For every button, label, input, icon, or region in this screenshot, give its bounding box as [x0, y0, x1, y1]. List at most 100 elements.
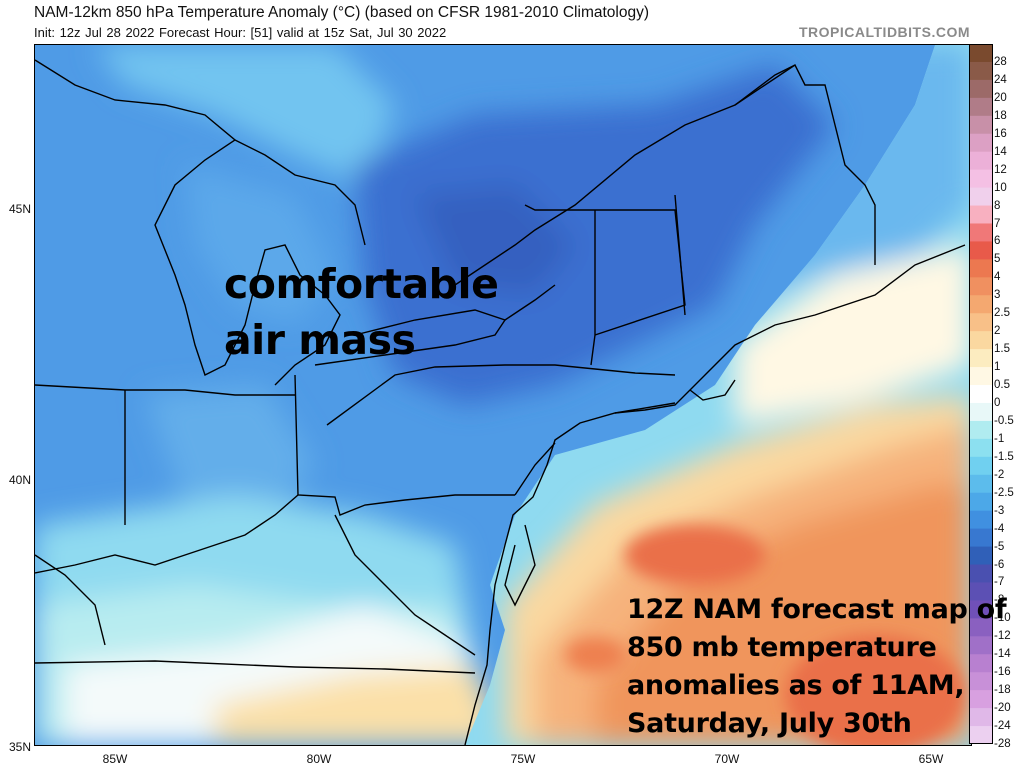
- colorbar-swatch: [969, 528, 993, 548]
- colorbar-tick-label: -14: [994, 648, 1011, 661]
- colorbar-swatch: [969, 672, 993, 691]
- colorbar-tick-label: 0: [994, 397, 1001, 409]
- colorbar-tick-label: 2.5: [994, 307, 1010, 320]
- colorbar-tick-label: -1: [994, 432, 1005, 445]
- colorbar-swatch: [969, 618, 993, 637]
- colorbar-border: [969, 44, 993, 744]
- colorbar-tick-label: 3: [994, 289, 1001, 302]
- colorbar-swatch: [969, 277, 993, 296]
- lat-label-45n: 45N: [8, 202, 31, 216]
- brand-watermark: TROPICALTIDBITS.COM: [798, 24, 970, 40]
- lon-label-80w: 80W: [306, 752, 332, 766]
- colorbar-swatch: [969, 97, 993, 117]
- colorbar-swatch: [969, 636, 993, 655]
- colorbar-swatch: [969, 726, 993, 744]
- colorbar-swatch: [969, 187, 993, 207]
- colorbar-swatch: [969, 205, 993, 224]
- colorbar-swatch: [969, 690, 993, 709]
- map-canvas: [35, 45, 971, 745]
- lon-label-75w: 75W: [510, 752, 536, 766]
- map-subtitle: Init: 12z Jul 28 2022 Forecast Hour: [51…: [34, 25, 447, 40]
- colorbar-tick-label: 4: [994, 271, 1001, 284]
- colorbar-tick-label: -10: [994, 612, 1011, 625]
- colorbar-swatch: [969, 582, 993, 601]
- annotation-air-mass-line: air mass: [224, 316, 416, 364]
- colorbar-tick-label: 2: [994, 325, 1001, 338]
- colorbar-tick-label: 0.5: [994, 379, 1010, 392]
- colorbar-swatch: [969, 331, 993, 350]
- colorbar-swatch: [969, 313, 993, 332]
- colorbar-swatch: [969, 385, 993, 404]
- colorbar-tick-label: 1.5: [994, 343, 1010, 356]
- colorbar-tick-label: -2: [994, 468, 1005, 481]
- colorbar-swatch: [969, 546, 993, 566]
- annotation-caption-line: 850 mb temperature: [627, 632, 937, 663]
- colorbar-tick-label: -20: [994, 702, 1011, 715]
- coastlines: [35, 59, 966, 745]
- annotation-air-mass-line: comfortable: [224, 260, 499, 308]
- annotation-caption: 12Z NAM forecast map of 850 mb temperatu…: [627, 591, 1007, 743]
- colorbar-swatch: [969, 564, 993, 583]
- annotation-caption-line: anomalies as of 11AM,: [627, 670, 965, 701]
- colorbar-tick-label: -16: [994, 666, 1011, 679]
- colorbar-tick-label: 6: [994, 235, 1001, 248]
- colorbar-swatches: [969, 44, 993, 744]
- colorbar-swatch: [969, 151, 993, 171]
- colorbar-swatch: [969, 420, 993, 440]
- colorbar-swatch: [969, 169, 993, 189]
- colorbar-swatch: [969, 79, 993, 99]
- colorbar-tick-label: 28: [994, 56, 1007, 68]
- colorbar-tick-label: 1: [994, 361, 1001, 374]
- colorbar-swatch: [969, 133, 993, 153]
- colorbar-tick-label: -5: [994, 540, 1005, 553]
- colorbar-swatch: [969, 241, 993, 260]
- colorbar-swatch: [969, 654, 993, 673]
- colorbar-swatch: [969, 367, 993, 386]
- colorbar-swatch: [969, 456, 993, 476]
- colorbar-tick-label: -18: [994, 684, 1011, 697]
- colorbar-tick-label: -28: [994, 738, 1011, 750]
- colorbar-tick-label: -3: [994, 504, 1005, 517]
- colorbar-tick-label: -24: [994, 720, 1011, 733]
- lon-label-65w: 65W: [918, 752, 944, 766]
- colorbar-swatch: [969, 402, 993, 422]
- colorbar-tick-label: 5: [994, 253, 1001, 266]
- lat-label-35n: 35N: [8, 740, 31, 754]
- colorbar-swatch: [969, 349, 993, 368]
- annotation-air-mass: comfortable air mass: [224, 256, 499, 368]
- colorbar-tick-label: -8: [994, 594, 1005, 607]
- lon-label-70w: 70W: [714, 752, 740, 766]
- colorbar-tick-label: 14: [994, 145, 1007, 158]
- colorbar-tick-label: -0.5: [994, 414, 1014, 427]
- map-title: NAM-12km 850 hPa Temperature Anomaly (°C…: [34, 4, 649, 21]
- colorbar-swatch: [969, 61, 993, 81]
- colorbar-tick-label: 12: [994, 163, 1007, 176]
- colorbar-swatch: [969, 474, 993, 494]
- colorbar-swatch: [969, 259, 993, 278]
- colorbar-tick-label: -1.5: [994, 450, 1014, 463]
- colorbar-tick-label: -4: [994, 522, 1005, 535]
- colorbar-swatch: [969, 510, 993, 530]
- colorbar-tick-label: 20: [994, 91, 1007, 104]
- annotation-caption-line: 12Z NAM forecast map of: [627, 594, 1007, 625]
- colorbar-tick-label: 18: [994, 109, 1007, 122]
- colorbar-swatch: [969, 492, 993, 512]
- lat-label-40n: 40N: [8, 473, 31, 487]
- colorbar-tick-label: 7: [994, 217, 1001, 230]
- colorbar-swatch: [969, 223, 993, 242]
- colorbar-tick-label: -6: [994, 558, 1005, 571]
- anomaly-map: [34, 44, 972, 746]
- colorbar-tick-label: -12: [994, 630, 1011, 643]
- colorbar-swatch: [969, 44, 993, 63]
- colorbar-swatch: [969, 600, 993, 619]
- colorbar-swatch: [969, 438, 993, 458]
- colorbar-tick-label: -2.5: [994, 486, 1014, 499]
- colorbar-swatch: [969, 115, 993, 135]
- colorbar-tick-label: 24: [994, 73, 1007, 86]
- colorbar-tick-label: 10: [994, 181, 1007, 194]
- colorbar-tick-label: 8: [994, 199, 1001, 212]
- colorbar-tick-label: -7: [994, 576, 1005, 589]
- annotation-caption-line: Saturday, July 30th: [627, 708, 912, 739]
- colorbar-tick-label: 16: [994, 127, 1007, 140]
- lon-label-85w: 85W: [102, 752, 128, 766]
